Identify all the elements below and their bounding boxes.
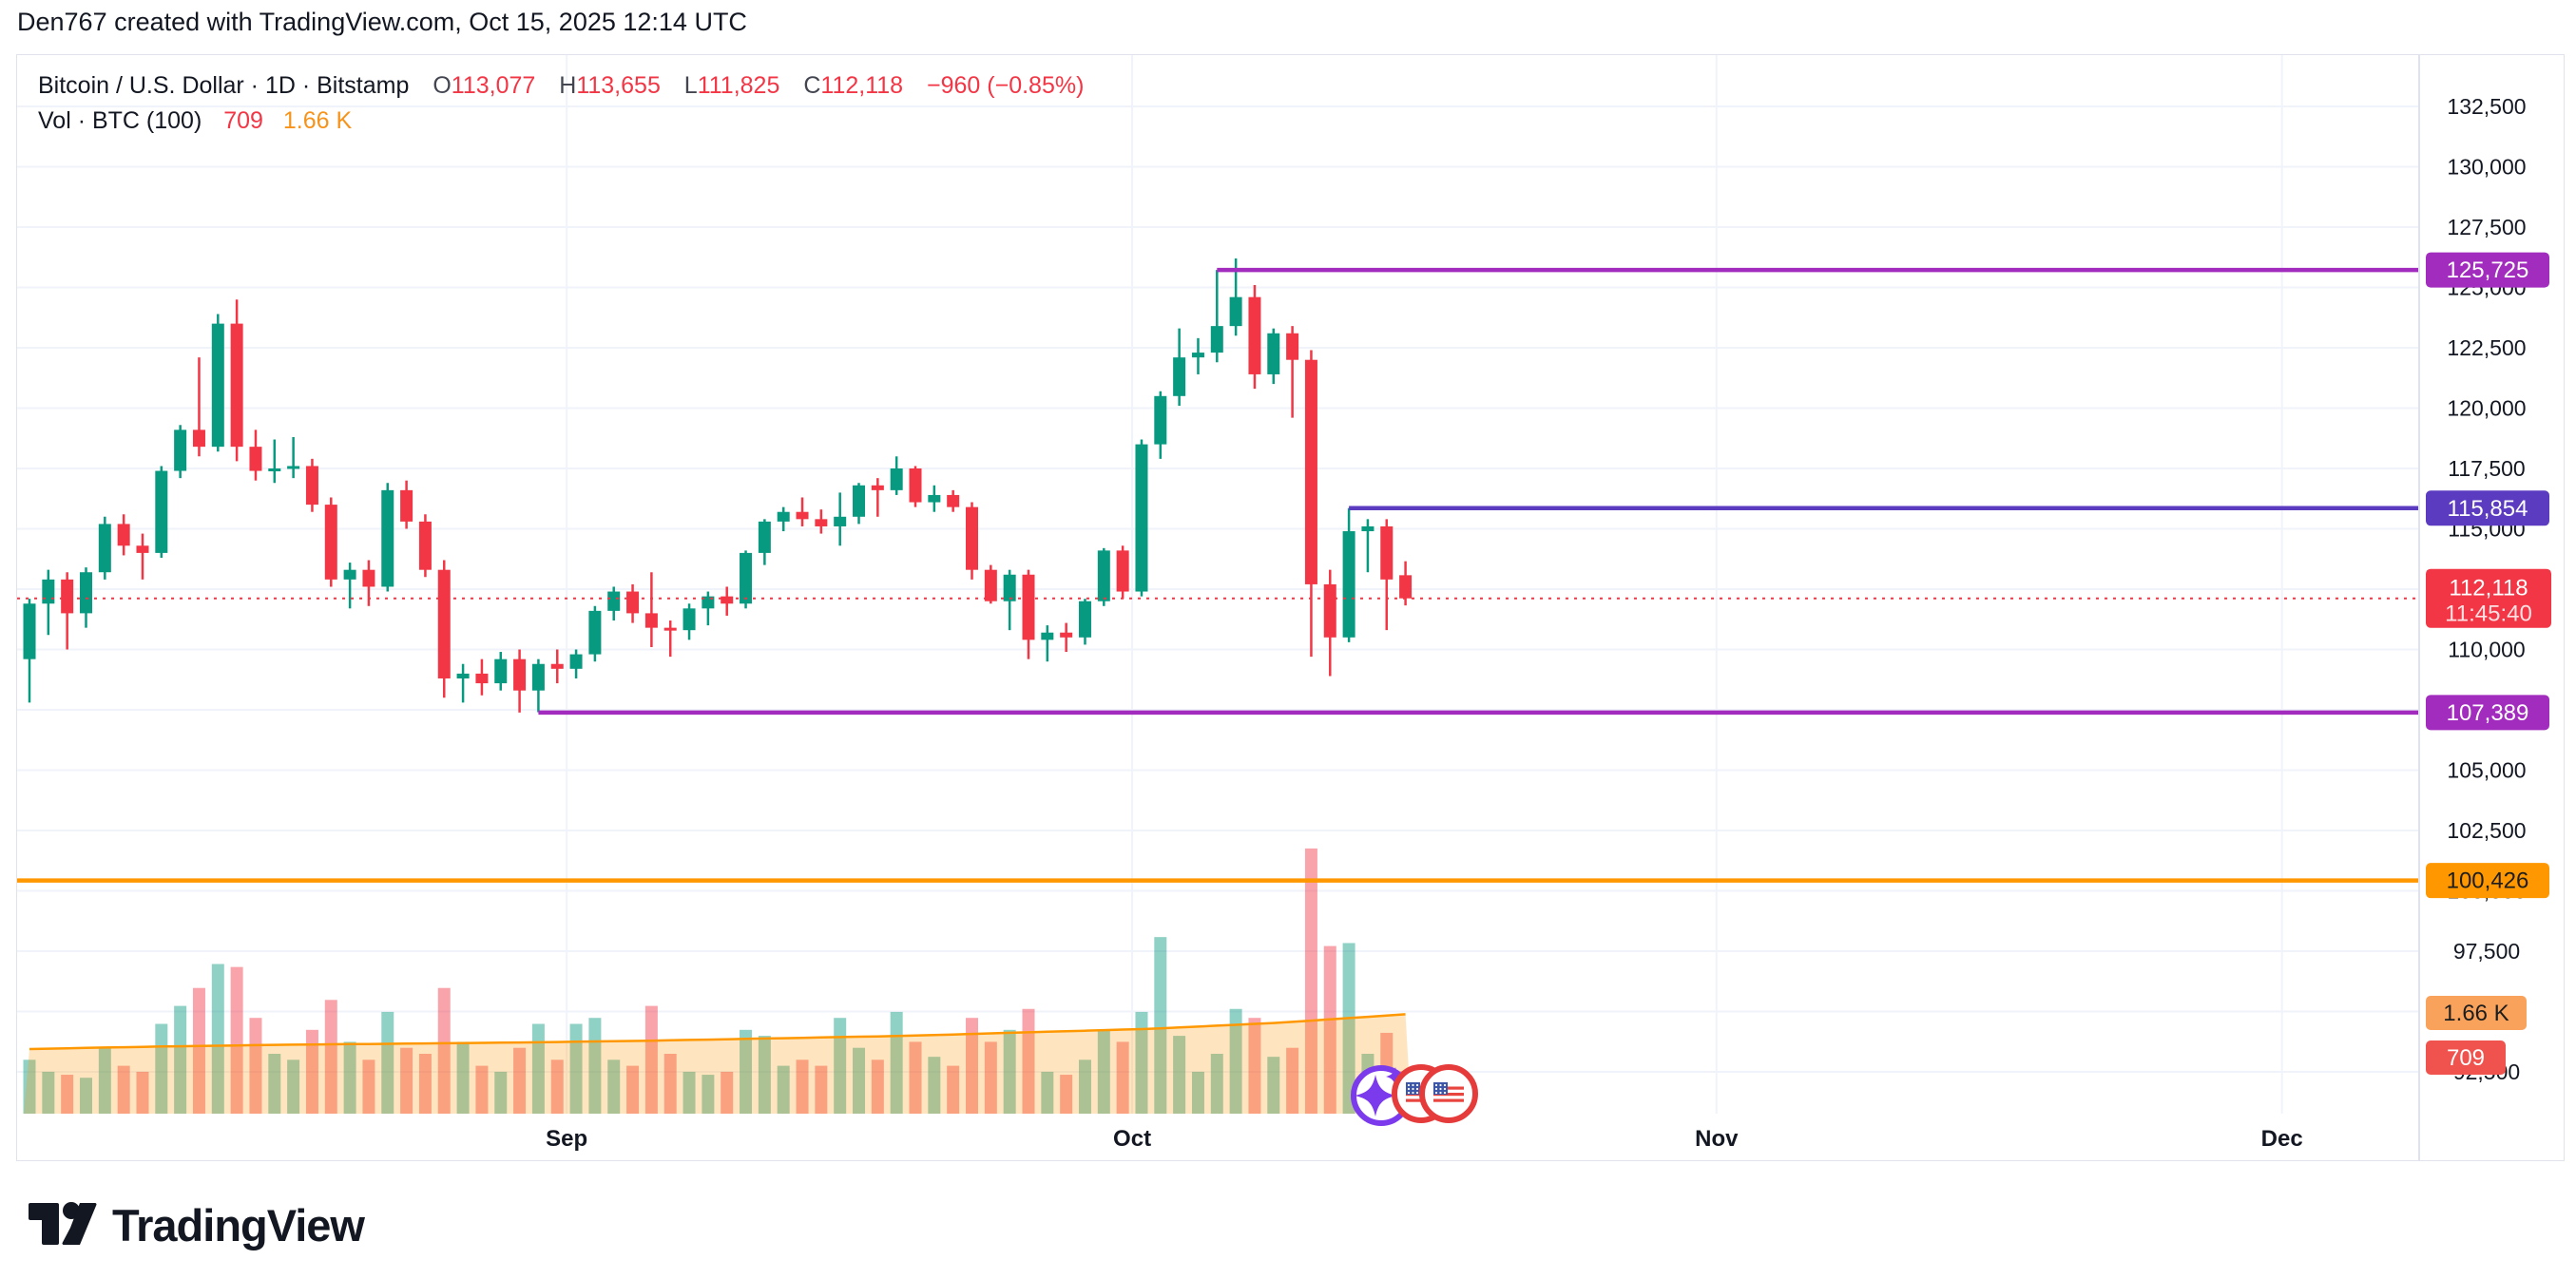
axis-price-label: 110,000 (2448, 638, 2525, 662)
low-value: 111,825 (697, 72, 780, 99)
axis-price-label: 127,500 (2447, 215, 2526, 239)
svg-text:709: 709 (2447, 1045, 2485, 1071)
axis-price-label: 117,500 (2448, 456, 2525, 481)
axis-price-label: 132,500 (2447, 94, 2526, 119)
volume-value: 709 (223, 107, 263, 134)
close-label: C (803, 72, 821, 99)
svg-text:11:45:40: 11:45:40 (2445, 601, 2532, 627)
tradingview-logo[interactable]: TradingView (27, 1195, 365, 1254)
tradingview-logo-text: TradingView (112, 1199, 365, 1250)
axis-price-label: 102,500 (2447, 818, 2526, 843)
time-axis[interactable]: Sep Oct Nov Dec (546, 1126, 2303, 1152)
axis-price-label: 122,500 (2447, 335, 2526, 360)
volume-axis-badge: 709 (2426, 1040, 2506, 1075)
volume-axis-badge: 1.66 K (2426, 996, 2527, 1030)
us-flag-event-icon-2[interactable] (1419, 1064, 1478, 1123)
high-label: H (559, 72, 577, 99)
legend-symbol-row: Bitcoin / U.S. Dollar · 1D · Bitstamp O1… (38, 68, 1084, 104)
price-line-badge: 100,426 (2426, 863, 2549, 899)
legend-volume-row: Vol · BTC (100) 709 1.66 K (38, 104, 1084, 139)
open-value: 113,077 (451, 72, 536, 99)
chart-widget: 92,50095,00097,500100,000102,500105,0001… (16, 54, 2565, 1161)
axis-price-label: 105,000 (2447, 758, 2526, 783)
close-value: 112,118 (820, 72, 904, 99)
volume-ma-area (24, 1014, 1412, 1114)
svg-text:107,389: 107,389 (2447, 700, 2529, 726)
price-line-badge: 115,854 (2426, 490, 2549, 526)
month-label: Nov (1695, 1126, 1739, 1152)
volume-bars (23, 848, 1413, 1114)
month-label: Sep (546, 1126, 587, 1152)
attribution-text: Den767 created with TradingView.com, Oct… (17, 8, 747, 36)
price-line-badge: 107,389 (2426, 695, 2549, 731)
month-label: Dec (2261, 1126, 2303, 1152)
svg-text:125,725: 125,725 (2447, 258, 2529, 283)
low-label: L (683, 72, 698, 99)
price-axis[interactable]: 92,50095,00097,500100,000102,500105,0001… (2418, 55, 2551, 1160)
open-label: O (433, 72, 452, 99)
svg-text:112,118: 112,118 (2449, 576, 2528, 601)
price-lines[interactable] (17, 267, 2419, 883)
volume-ma-line (29, 1013, 1406, 1051)
high-value: 113,655 (576, 72, 661, 99)
volume-title[interactable]: Vol · BTC (100) (38, 107, 202, 134)
volume-ma-value: 1.66 K (282, 107, 353, 134)
event-icons[interactable] (1341, 1050, 1493, 1145)
axis-price-label: 130,000 (2447, 155, 2526, 180)
change-value: −960 (−0.85%) (927, 72, 1085, 99)
svg-text:1.66 K: 1.66 K (2443, 1001, 2509, 1026)
chart-legend[interactable]: Bitcoin / U.S. Dollar · 1D · Bitstamp O1… (38, 68, 1084, 139)
grid (17, 55, 2419, 1114)
price-line-badge: 125,725 (2426, 252, 2549, 288)
svg-text:115,854: 115,854 (2448, 496, 2528, 522)
month-label: Oct (1113, 1126, 1151, 1152)
price-chart[interactable]: 92,50095,00097,500100,000102,500105,0001… (17, 55, 2564, 1160)
svg-text:100,426: 100,426 (2447, 869, 2529, 894)
tradingview-logo-icon (29, 1202, 97, 1245)
axis-price-label: 120,000 (2447, 396, 2526, 421)
axis-price-label: 97,500 (2453, 939, 2520, 964)
candles (23, 258, 1413, 713)
symbol-title[interactable]: Bitcoin / U.S. Dollar · 1D · Bitstamp (38, 72, 410, 99)
